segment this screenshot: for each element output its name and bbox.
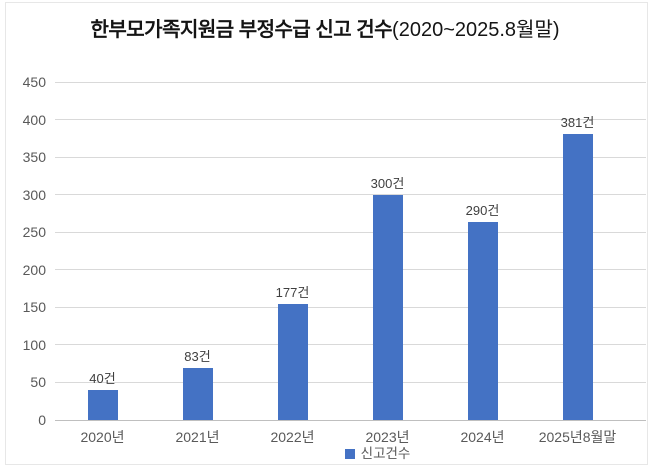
- bar-value-label: 290건: [465, 203, 500, 218]
- bar-value-label: 40건: [89, 371, 116, 386]
- bar-slot: 381건: [530, 82, 625, 420]
- bar-value-label: 381건: [560, 115, 595, 130]
- x-category-label: 2021년: [175, 429, 220, 445]
- x-category-label: 2025년8월말: [538, 429, 617, 445]
- chart-title-main: 한부모가족지원금 부정수급 신고 건수: [90, 19, 393, 41]
- gridline: [55, 119, 646, 121]
- legend-swatch-icon: [344, 448, 355, 459]
- legend: 신고건수: [105, 447, 650, 461]
- gridline: [55, 381, 646, 383]
- x-category-label: 2022년: [270, 429, 315, 445]
- bar-2025년8월말: [562, 134, 593, 420]
- gridline: [55, 306, 646, 308]
- y-tick-label: 50: [30, 374, 46, 391]
- x-category-label: 2020년: [80, 429, 125, 445]
- y-tick-label: 250: [22, 224, 46, 241]
- y-tick-label: 100: [22, 336, 46, 353]
- legend-series-label: 신고건수: [360, 446, 411, 461]
- y-tick-label: 350: [22, 149, 46, 166]
- bar-series: 40건 83건 177건 300건 290건 381건: [55, 82, 625, 420]
- bar-value-label: 300건: [370, 176, 405, 191]
- y-tick-label: 200: [22, 261, 46, 278]
- y-tick-label: 450: [22, 74, 46, 90]
- x-axis-line: [55, 419, 646, 421]
- x-category-label: 2023년: [365, 429, 410, 445]
- x-category-label: 2024년: [460, 429, 505, 445]
- bar-value-label: 177건: [275, 285, 310, 300]
- chart-title: 한부모가족지원금 부정수급 신고 건수(2020~2025.8월말): [10, 13, 640, 42]
- y-tick-label: 300: [22, 186, 46, 203]
- bar-slot: 40건: [55, 82, 150, 420]
- y-tick-label: 0: [38, 412, 46, 428]
- bar-slot: 290건: [435, 82, 530, 420]
- chart-title-suffix: (2020~2025.8월말): [392, 19, 560, 41]
- bar-slot: 177건: [245, 82, 340, 420]
- gridline: [55, 194, 646, 196]
- bar-2021년: [182, 368, 213, 420]
- bar-2020년: [87, 390, 118, 420]
- plot-area: [55, 81, 646, 421]
- bar-slot: 300건: [340, 82, 435, 420]
- y-tick-label: 400: [22, 111, 46, 128]
- bar-2024년: [467, 222, 498, 420]
- gridline: [55, 156, 646, 158]
- gridline: [55, 81, 646, 83]
- bar-value-label: 83건: [184, 349, 211, 364]
- bar-slot: 83건: [150, 82, 245, 420]
- bar-2022년: [277, 304, 308, 420]
- y-tick-label: 150: [22, 299, 46, 316]
- gridline: [55, 344, 646, 346]
- gridline: [55, 269, 646, 271]
- bar-2023년: [372, 195, 403, 420]
- x-axis-category-labels: 2020년 2021년 2022년 2023년 2024년 2025년8월말: [55, 430, 625, 448]
- y-axis-tick-labels: 0 50 100 150 200 250 300 350 400 450: [8, 75, 46, 427]
- gridline: [55, 231, 646, 233]
